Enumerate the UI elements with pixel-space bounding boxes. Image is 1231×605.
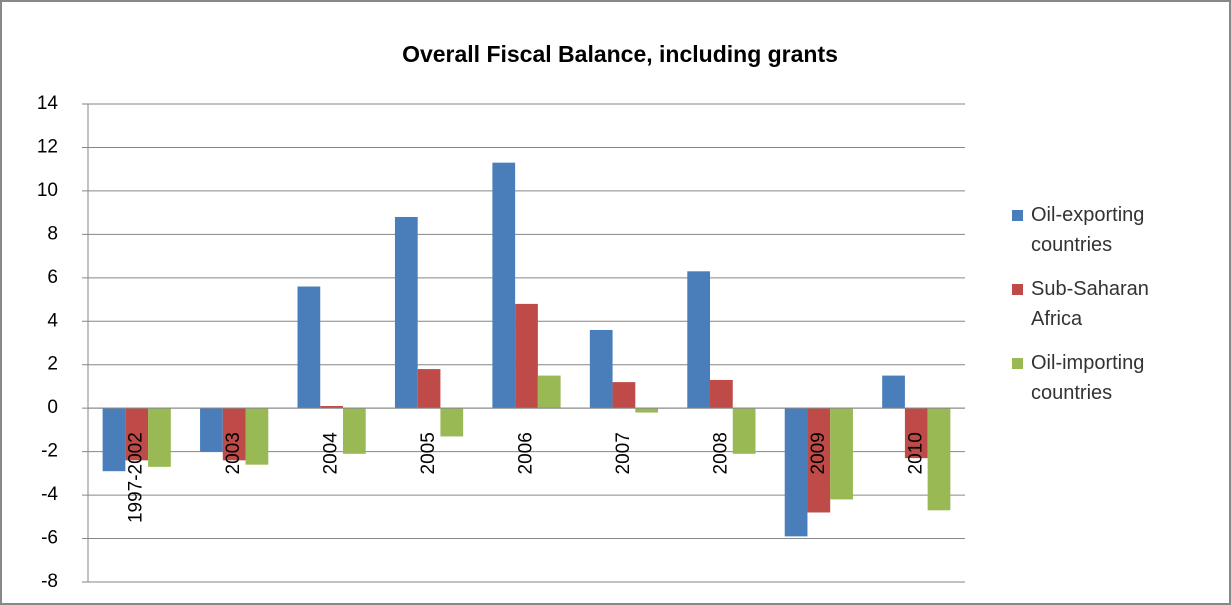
y-tick-label: 8 <box>47 223 58 244</box>
legend-item: Sub-Saharan Africa <box>1012 274 1212 334</box>
y-tick-label: 2 <box>47 354 58 375</box>
bar <box>784 408 808 537</box>
x-tick-label: 2006 <box>516 432 537 474</box>
legend-label: Sub-Saharan Africa <box>1031 278 1149 330</box>
y-tick-label: 6 <box>47 267 58 288</box>
bar <box>440 408 464 437</box>
x-tick-label: 2010 <box>905 432 926 474</box>
bar <box>342 408 366 454</box>
bar <box>635 408 659 413</box>
x-tick-label: 2008 <box>710 432 731 474</box>
x-tick-label: 2003 <box>223 432 244 474</box>
bar <box>710 379 733 409</box>
x-tick-label: 2007 <box>613 432 634 474</box>
bar <box>222 408 246 461</box>
y-tick-label: -2 <box>41 441 58 462</box>
bar <box>148 408 171 467</box>
bar <box>927 408 951 511</box>
bar <box>515 303 538 409</box>
legend-label: Oil-exporting countries <box>1031 204 1145 256</box>
y-tick-label: 10 <box>37 180 58 201</box>
bar <box>320 406 343 409</box>
x-tick-label: 1997-2002 <box>126 432 147 523</box>
bar <box>537 375 561 409</box>
x-tick-label: 2005 <box>418 432 439 474</box>
bar <box>394 216 418 409</box>
bar <box>200 408 223 452</box>
legend-swatch <box>1012 210 1023 221</box>
y-tick-label: -6 <box>41 528 58 549</box>
bar <box>882 375 905 409</box>
legend-swatch <box>1012 284 1023 295</box>
y-tick-label: 4 <box>47 310 58 331</box>
legend: Oil-exporting countries Sub-Saharan Afric… <box>1012 200 1212 422</box>
y-tick-label: -8 <box>41 571 58 592</box>
legend-item: Oil-exporting countries <box>1012 200 1212 260</box>
x-tick-label: 2009 <box>808 432 829 474</box>
bar <box>492 162 516 409</box>
bar <box>904 408 928 459</box>
y-tick-label: 0 <box>47 397 58 418</box>
bar <box>687 271 711 409</box>
bar <box>830 408 853 500</box>
bar <box>732 408 756 454</box>
y-tick-label: 14 <box>37 93 59 114</box>
bar <box>125 408 149 461</box>
legend-label: Oil-importing countries <box>1031 352 1145 404</box>
bar <box>102 408 126 472</box>
bar <box>417 369 441 409</box>
bar <box>297 286 321 409</box>
legend-item: Oil-importing countries <box>1012 348 1212 408</box>
bar <box>589 329 613 409</box>
legend-swatch <box>1012 358 1023 369</box>
chart-title: Overall Fiscal Balance, including grants <box>402 41 838 67</box>
y-tick-label: -4 <box>41 484 58 505</box>
x-tick-label: 2004 <box>321 432 342 475</box>
bar <box>807 408 831 513</box>
y-tick-label: 12 <box>37 136 58 157</box>
bar <box>612 382 636 409</box>
bar <box>245 408 269 465</box>
